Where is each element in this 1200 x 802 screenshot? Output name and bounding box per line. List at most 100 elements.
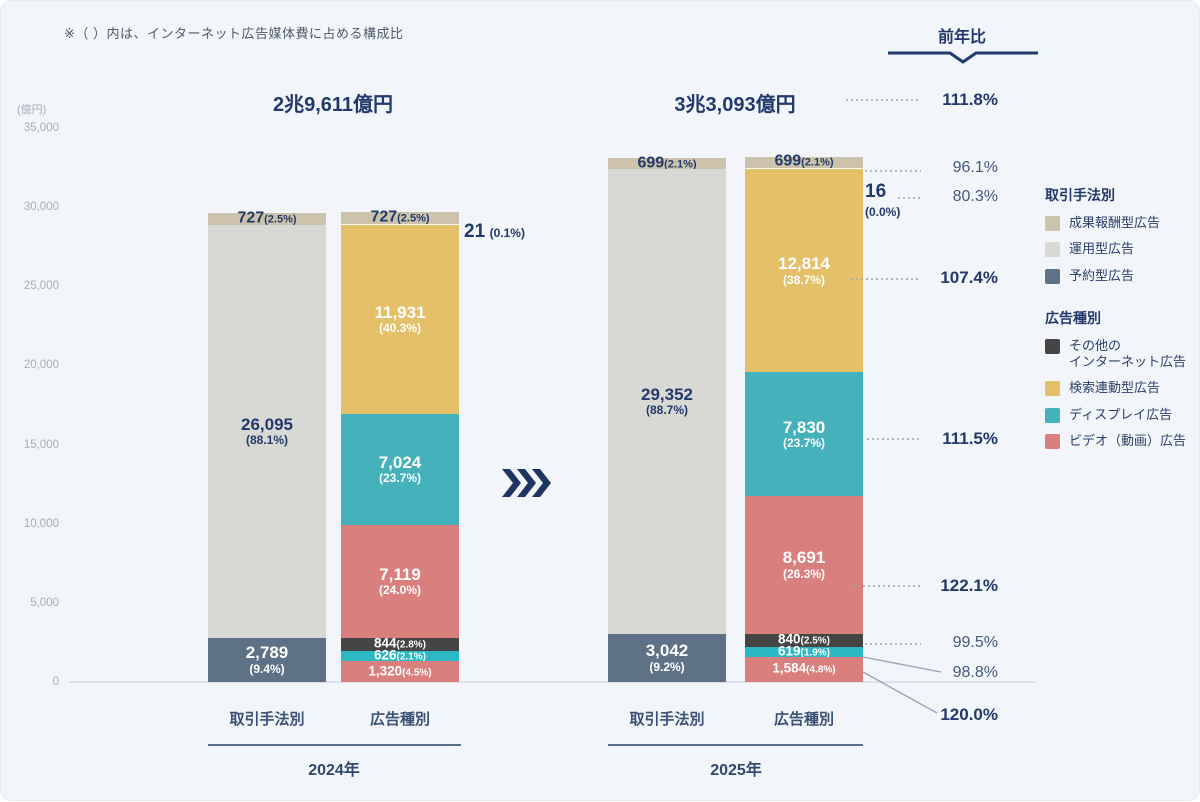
legend-swatch-icon [1045, 338, 1060, 354]
segment-label: 26,095 (88.1%) [241, 414, 293, 448]
segment-label: 2,789 (9.4%) [245, 643, 289, 676]
outside-segment-label: 16 (0.0%) [865, 181, 901, 219]
axis-label-2025-type: 広告種別 [773, 711, 834, 728]
yoy-percentage: 120.0% [940, 705, 998, 724]
y-tick: 35,000 [23, 122, 59, 134]
bar-segment-ビデオ（動画）広告: 7,119 (24.0%) [341, 525, 459, 638]
bar-segment-成果報酬型広告: 699(2.1%) [745, 152, 863, 170]
y-axis-unit: (億円) [17, 104, 47, 116]
segment-label: 7,024 (23.7%) [378, 452, 422, 486]
legend-item: ディスプレイ広告 [1045, 407, 1195, 423]
yoy-percentage: 98.8% [952, 664, 998, 681]
segment-label: 11,931 (40.3%) [374, 302, 426, 336]
segment-label: 8,691 (26.3%) [782, 548, 826, 581]
segment-label: 1,584(4.8%) [772, 660, 836, 676]
y-tick: 30,000 [23, 201, 59, 214]
legend-item: その他の インターネット広告 [1045, 338, 1195, 371]
y-tick: 20,000 [23, 359, 59, 372]
legend-section: 取引手法別成果報酬型広告 運用型広告予約型広告 [1045, 185, 1195, 284]
stacked-bar-2025年-取引手法別: 699(2.1%) 29,352 (88.7%) 3,042 (9.2%) [608, 154, 726, 682]
segment-label: 12,814 (38.7%) [778, 254, 830, 287]
legend-swatch-icon [1045, 407, 1060, 423]
segment-label: 7,830 (23.7%) [782, 417, 826, 451]
yoy-percentage: 122.1% [940, 576, 998, 595]
stacked-bar-2024年-広告種別: 727(2.5%) 11,931 (40.3%) 7,024 (23.7%) 7,119(… [341, 209, 459, 682]
segment-label: 840(2.5%) [778, 631, 830, 647]
legend-item: 成果報酬型広告 [1045, 215, 1195, 231]
segment-label: 626(2.1%) [374, 647, 426, 663]
legend-item: 運用型広告 [1045, 241, 1195, 258]
bar-segment-その他のインターネット広告 [341, 223, 459, 226]
outside-segment-label: 21 (0.1%) [464, 221, 525, 242]
yoy-percentage: 96.1% [952, 159, 998, 176]
yoy-percentage: 80.3% [952, 188, 998, 205]
bar-segment-運用型広告: 26,095 (88.1%) [208, 224, 326, 638]
stacked-bar-2024年-取引手法別: 727(2.5%) 26,095 (88.1%) 2,789 (9.4%) [208, 209, 326, 682]
segment-label: 699(2.1%) [774, 152, 834, 170]
bar-segment-予約型広告: 2,789 (9.4%) [208, 637, 326, 682]
segment-label: 727(2.5%) [237, 209, 297, 227]
yoy-header: 前年比 [937, 29, 986, 46]
legend-item: 検索連動型広告 [1045, 380, 1195, 397]
bar-segment-ディスプレイ広告: 626(2.1%) [341, 648, 459, 662]
y-tick: 5,000 [30, 596, 59, 609]
total-2025: 3兆3,093億円 [674, 94, 796, 116]
y-tick: 0 [52, 676, 59, 688]
segment-label: 619(1.9%) [778, 643, 830, 659]
legend-item-label: 運用型広告 [1069, 241, 1135, 257]
bar-segment-その他のインターネット広告 [745, 167, 863, 170]
y-tick: 25,000 [23, 280, 59, 293]
legend-item: ビデオ（動画）広告 [1045, 433, 1195, 449]
legend-section-title: 取引手法別 [1045, 187, 1115, 203]
segment-label: 844(2.8%) [374, 635, 426, 651]
year-transition-arrow-icon [502, 469, 551, 497]
bar-segment-ビデオ（動画）広告: 1,584(4.8%) [745, 656, 863, 682]
yoy-percentage: 99.5% [952, 634, 998, 651]
legend-item: 予約型広告 [1045, 268, 1195, 284]
yoy-percentage: 111.8% [942, 90, 998, 109]
year-2025-underline [608, 744, 863, 746]
total-2024: 2兆9,611億円 [272, 94, 394, 116]
y-tick: 15,000 [23, 438, 59, 451]
bar-segment-検索連動型広告: 11,931 (40.3%) [341, 225, 459, 414]
segment-label: 3,042 (9.2%) [645, 641, 689, 674]
bar-segment-ディスプレイ広告: 7,830 (23.7%) [745, 372, 863, 497]
x-axis-baseline [69, 681, 1036, 683]
year-label-2024: 2024年 [308, 762, 360, 779]
axis-label-2024-type: 広告種別 [369, 711, 430, 728]
legend-item-label: 成果報酬型広告 [1069, 215, 1161, 230]
legend-item-label: その他の インターネット広告 [1069, 337, 1187, 369]
legend-item-label: ディスプレイ広告 [1069, 406, 1173, 422]
bar-segment-成果報酬型広告: 699(2.1%) [608, 154, 726, 172]
bar-segment-ディスプレイ広告: 619(1.9%) [745, 644, 863, 658]
yoy-header-underline [888, 51, 1038, 64]
axis-label-2025-method: 取引手法別 [629, 711, 705, 728]
year-label-2025: 2025年 [710, 762, 762, 779]
legend-swatch-icon [1045, 381, 1060, 397]
legend-swatch-icon [1045, 216, 1060, 231]
axis-label-2024-method: 取引手法別 [229, 711, 305, 728]
y-tick: 10,000 [23, 517, 59, 530]
legend-section-title: 広告種別 [1045, 309, 1101, 326]
bar-segment-成果報酬型広告: 727(2.5%) [341, 209, 459, 225]
legend-item-label: ビデオ（動画）広告 [1069, 432, 1187, 448]
bar-segment-ビデオ（動画）広告: 8,691 (26.3%) [745, 496, 863, 634]
bar-segment-その他のインターネット広告: 844(2.8%) [341, 635, 459, 652]
bar-segment-予約型広告: 3,042 (9.2%) [608, 633, 726, 682]
bar-segment-ビデオ（動画）広告: 1,320(4.5%) [341, 661, 459, 682]
legend-swatch-icon [1045, 433, 1060, 449]
segment-label: 29,352 (88.7%) [641, 384, 693, 418]
legend: 取引手法別成果報酬型広告 運用型広告予約型広告広告種別その他の インターネット広告… [1045, 185, 1195, 459]
legend-section: 広告種別その他の インターネット広告検索連動型広告 ディスプレイ広告 ビデオ（動画）… [1045, 308, 1195, 449]
segment-label: 1,320(4.5%) [368, 662, 432, 678]
bar-segment-その他のインターネット広告: 840(2.5%) [745, 631, 863, 648]
bar-segment-ディスプレイ広告: 7,024 (23.7%) [341, 413, 459, 526]
legend-item-label: 予約型広告 [1069, 267, 1135, 283]
legend-swatch-icon [1045, 268, 1060, 284]
yoy-percentage: 107.4% [940, 268, 998, 287]
composition-note: ※（ ）内は、インターネット広告媒体費に占める構成比 [64, 26, 404, 41]
segment-label: 699(2.1%) [637, 154, 697, 172]
year-2024-underline [208, 744, 461, 746]
